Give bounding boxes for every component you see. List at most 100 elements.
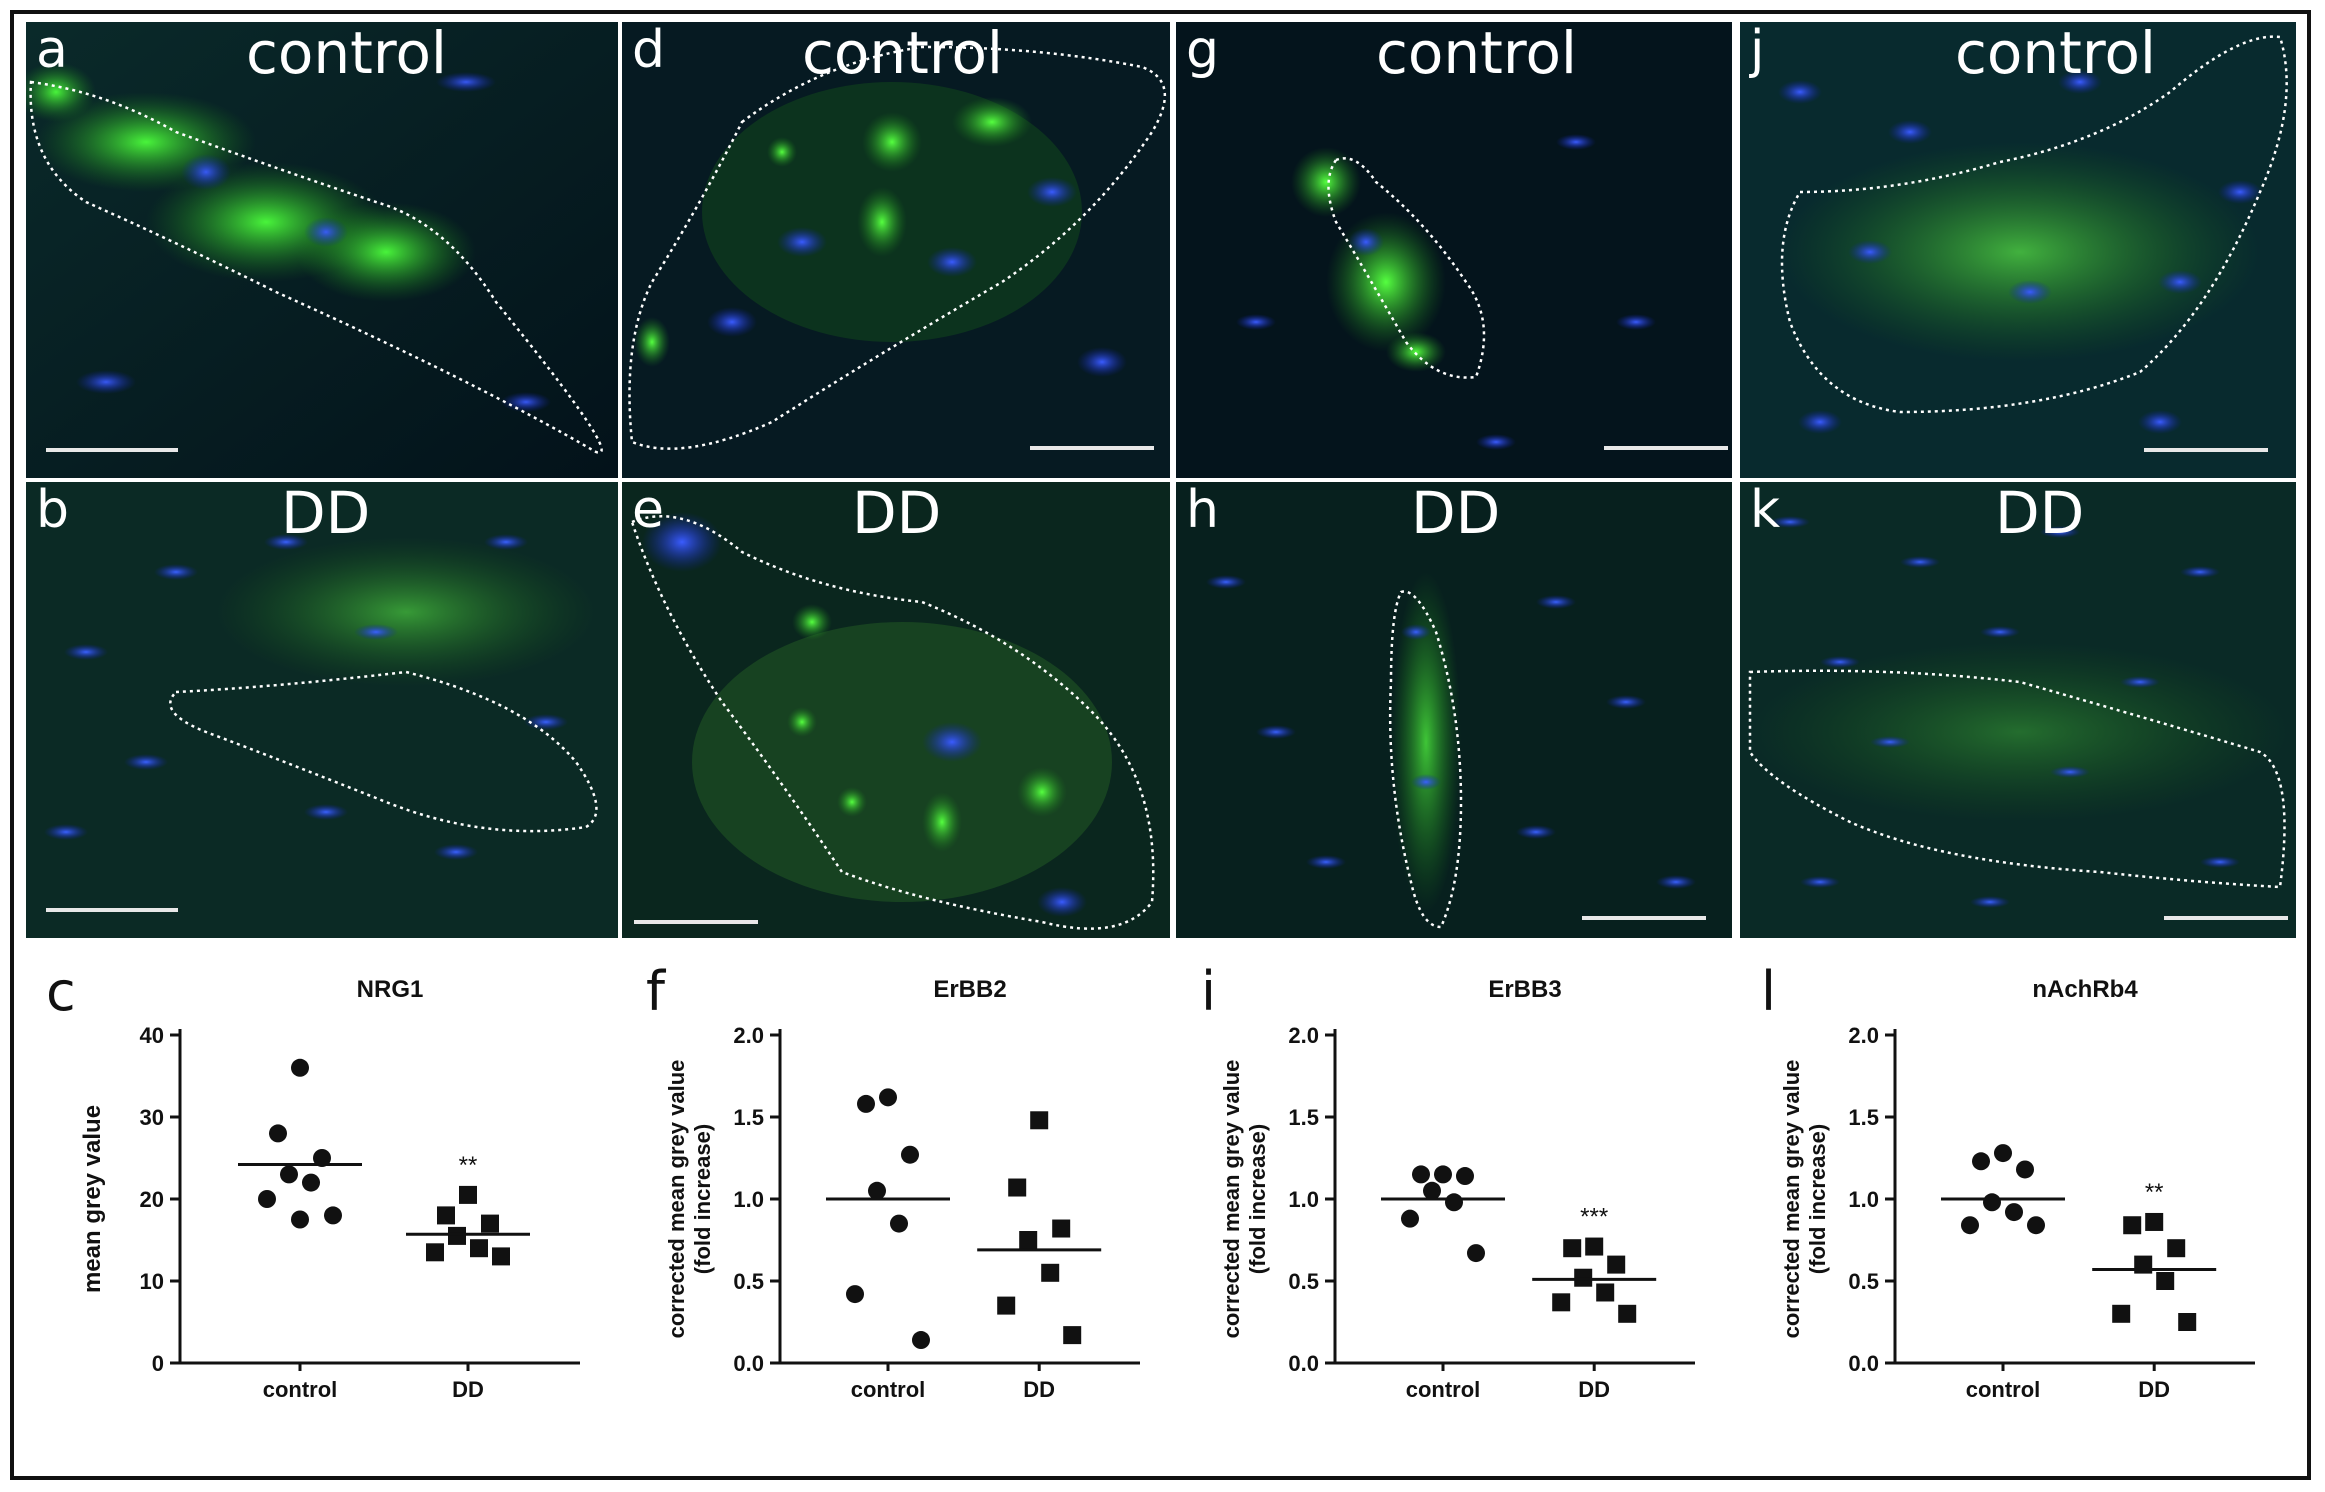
data-point [2005,1203,2023,1222]
data-point [1412,1165,1430,1184]
fluorescence-image [26,22,618,478]
x-tick-label: DD [1023,1377,1055,1402]
panel-condition-label: DD [852,482,942,547]
y-tick-label: 2.0 [1848,1023,1879,1048]
data-point [846,1285,864,1304]
dot-plot-erbb2: f ErBB2 0.0 0.5 1.0 1.5 2.0 control DD corrected … [640,955,1180,1425]
y-axis-label: corrected mean grey value [664,1060,689,1339]
panel-letter: i [1201,960,1217,1023]
data-point [1401,1209,1419,1228]
panel-letter: c [46,960,76,1023]
chart-svg: nAchRb4 0.0 0.5 1.0 1.5 2.0 control DD corrected… [1779,976,2255,1402]
panel-condition-label: control [246,22,448,87]
data-point [1423,1181,1441,1200]
data-point [291,1058,309,1077]
data-point [1563,1239,1582,1258]
data-point [324,1206,342,1225]
micrograph-panel-d: d control [622,22,1170,478]
figure-frame [10,10,2311,1480]
data-point [1030,1111,1049,1130]
x-tick-label: control [851,1377,926,1402]
y-tick-label: 0.0 [1288,1351,1319,1376]
panel-letter: d [632,22,666,80]
panel-letter: g [1186,22,1220,80]
data-point [1994,1144,2012,1163]
y-tick-label: 10 [140,1269,164,1294]
panel-letter: e [632,482,664,540]
x-tick-label: DD [452,1377,484,1402]
data-point [1456,1167,1474,1186]
micrograph-panel-g: g control [1176,22,1732,478]
panel-condition-label: control [1376,22,1578,87]
chart-title: ErBB2 [933,976,1006,1003]
data-point [997,1296,1016,1315]
data-point [437,1206,455,1225]
data-point [492,1247,510,1266]
data-point [459,1185,477,1204]
data-point [481,1214,499,1233]
data-point [2178,1313,2197,1331]
data-point [1445,1193,1463,1212]
data-point [1618,1304,1637,1323]
micrograph-panel-k: k DD [1740,482,2296,938]
data-point [1008,1178,1027,1197]
data-point [2156,1272,2175,1290]
data-point [1972,1152,1990,1171]
fluorescence-image [1740,22,2296,478]
y-tick-label: 1.5 [1288,1105,1319,1130]
panel-letter: b [36,482,70,540]
significance-marker: ** [459,1152,478,1179]
scale-bar [2144,448,2268,452]
data-point [868,1181,886,1200]
panel-letter: l [1761,960,1777,1023]
y-tick-label: 1.5 [733,1105,764,1130]
panel-condition-label: control [802,22,1004,87]
data-point [269,1124,287,1143]
dot-plot-nrg1: c NRG1 0 10 20 30 40 control DD mean grey value ** [40,955,620,1425]
y-tick-label: 0.0 [733,1351,764,1376]
data-point [890,1214,908,1233]
data-point [313,1149,331,1167]
fluorescence-image [1176,22,1732,478]
data-point [1607,1255,1626,1274]
data-point [1434,1165,1452,1184]
chart-title: ErBB3 [1488,976,1561,1003]
fluorescence-image [1740,482,2296,938]
data-point [1961,1216,1979,1235]
data-point [1041,1263,1060,1282]
data-point [1596,1283,1615,1302]
data-point [280,1165,298,1184]
scale-bar [1582,916,1706,920]
x-tick-label: control [1406,1377,1481,1402]
significance-marker: *** [1580,1204,1608,1231]
y-axis-label: mean grey value [79,1105,106,1293]
y-tick-label: 1.0 [1288,1187,1319,1212]
panel-letter: h [1186,482,1219,540]
y-axis-label: (fold increase) [1245,1124,1270,1274]
data-point [912,1331,930,1350]
y-axis-label: corrected mean grey value [1219,1060,1244,1339]
data-point [1019,1231,1038,1249]
data-point [1983,1193,2001,1212]
fluorescence-image [1176,482,1732,938]
scale-bar [46,908,178,912]
y-axis-label: (fold increase) [690,1124,715,1274]
data-point [2112,1304,2131,1323]
data-point [2145,1212,2164,1231]
y-tick-label: 0 [152,1351,164,1376]
y-tick-label: 40 [140,1023,164,1048]
x-tick-label: DD [2138,1377,2170,1402]
micrograph-panel-h: h DD [1176,482,1732,938]
y-tick-label: 0.0 [1848,1351,1879,1376]
data-point [1467,1244,1485,1263]
y-tick-label: 0.5 [1848,1269,1879,1294]
scale-bar [2164,916,2288,920]
y-axis-label: (fold increase) [1805,1124,1830,1274]
dot-plot-erbb3: i ErBB3 0.0 0.5 1.0 1.5 2.0 control DD corrected … [1195,955,1735,1425]
data-point [1574,1268,1593,1287]
micrograph-panel-e: e DD [622,482,1170,938]
x-tick-label: DD [1578,1377,1610,1402]
y-tick-label: 30 [140,1105,164,1130]
y-tick-label: 1.0 [733,1187,764,1212]
x-tick-label: control [1966,1377,2041,1402]
